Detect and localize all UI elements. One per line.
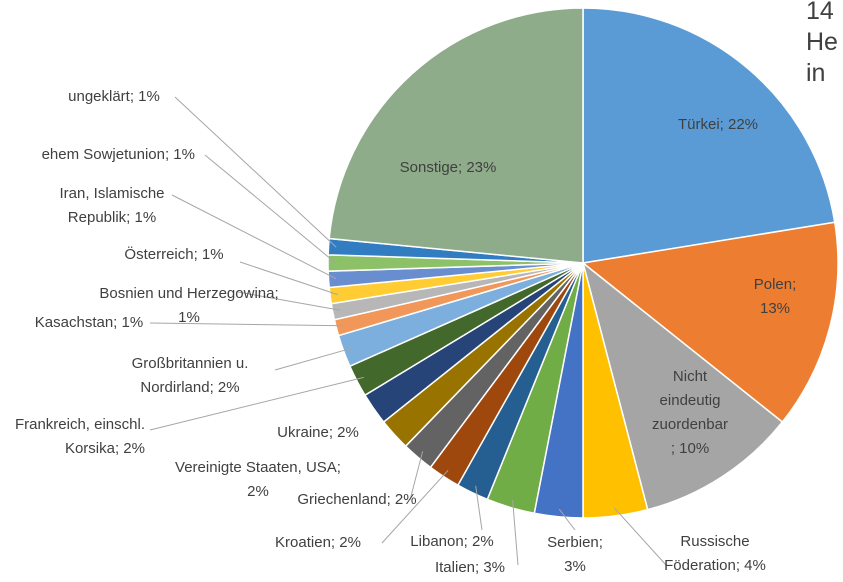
leader-line (237, 291, 341, 311)
data-label: Nicht eindeutig zuordenbar ; 10% (652, 368, 728, 457)
data-label: Polen; 13% (753, 276, 797, 317)
leader-line (171, 194, 337, 280)
leader-line (381, 469, 449, 544)
data-label: Ukraine; 2% (277, 424, 359, 441)
pie-slice (581, 261, 784, 511)
chart-title: 14 He in (806, 0, 838, 87)
leader-line (409, 451, 424, 501)
data-label: Kasachstan; 1% (34, 314, 144, 331)
data-label: Frankreich, einschl. Korsika; 2% (14, 416, 145, 457)
leader-line (558, 508, 576, 531)
data-label: Italien; 3% (434, 559, 506, 576)
data-label: Großbritannien u. Nordirland; 2% (131, 355, 249, 396)
pie-slice (582, 7, 836, 264)
data-label: Libanon; 2% (410, 533, 494, 550)
data-label: ehem Sowjetunion; 1% (41, 146, 195, 163)
data-label: Sonstige; 23% (399, 159, 497, 176)
data-label: ungeklärt; 1% (68, 88, 160, 105)
leader-line (274, 347, 352, 371)
data-label: Russische Föderation; 4% (664, 533, 766, 574)
leader-line (149, 376, 364, 431)
leader-line (204, 154, 336, 264)
data-label: Bosnien und Herzegowina; 1% (99, 285, 279, 326)
leader-line (614, 507, 667, 566)
leader-line (475, 485, 483, 531)
leader-line (512, 500, 519, 566)
data-label: Serbien; 3% (547, 534, 603, 575)
data-label: Österreich; 1% (124, 246, 224, 263)
data-label: Vereinigte Staaten, USA; 2% (175, 459, 341, 500)
data-label: Kroatien; 2% (275, 534, 361, 551)
leader-line (174, 96, 337, 248)
data-label: Iran, Islamische Republik; 1% (59, 185, 165, 226)
pie-slice (581, 221, 839, 424)
data-label: Griechenland; 2% (297, 491, 417, 508)
leader-line (149, 322, 344, 327)
pie-slice (328, 7, 584, 264)
leader-line (239, 261, 338, 296)
data-label: Türkei; 22% (677, 116, 759, 133)
